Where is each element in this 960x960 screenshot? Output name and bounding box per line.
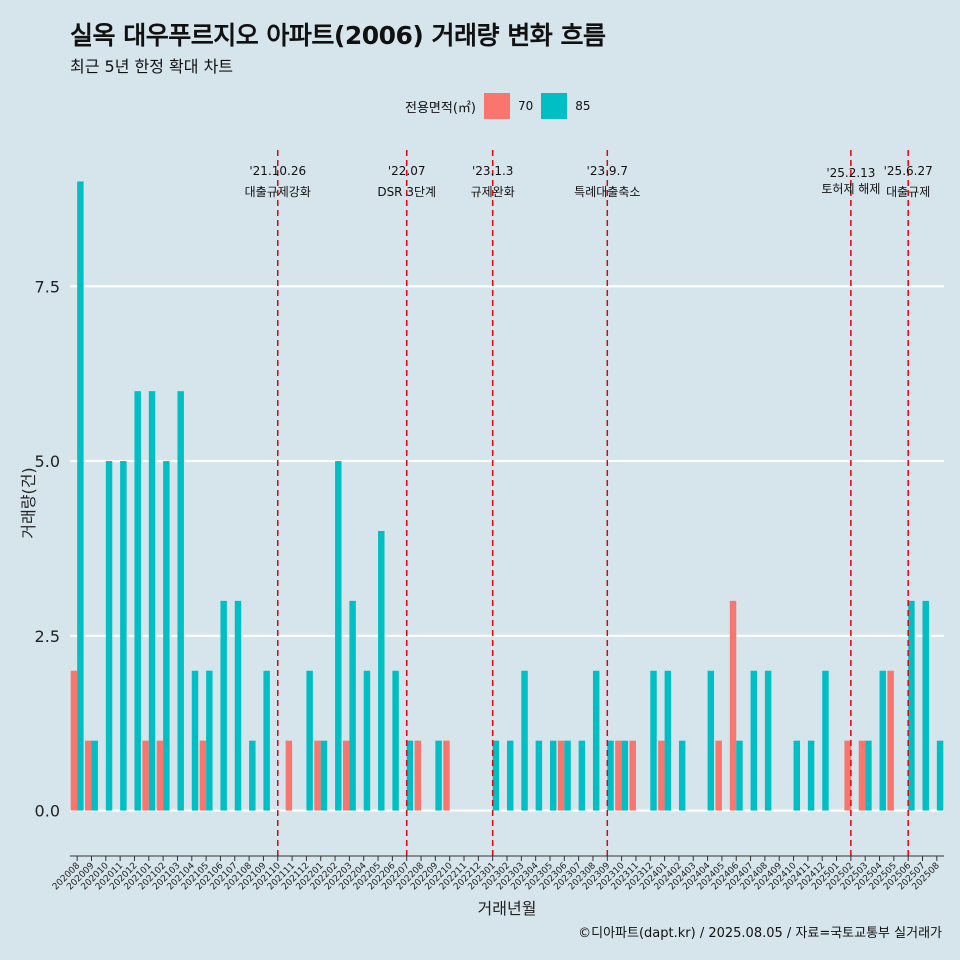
bar-85-202309 (607, 740, 614, 811)
bar-70-202111 (285, 740, 293, 811)
bar-85-202504 (879, 670, 886, 811)
event-label: 규제완화 (471, 185, 515, 199)
bar-85-202202 (335, 461, 342, 811)
y-tick-label: 5.0 (35, 452, 60, 471)
event-date: '23.1.3 (472, 164, 513, 178)
bar-70-202401 (658, 740, 665, 811)
bar-85-202012 (134, 391, 141, 811)
event-date: '25.2.13 (826, 166, 875, 180)
bar-85-202305 (549, 740, 557, 811)
bar-85-202308 (592, 670, 600, 811)
bar-85-202209 (435, 740, 442, 811)
bar-85-202010 (105, 461, 113, 811)
bar-85-202207 (406, 740, 414, 811)
bar-85-202206 (392, 670, 399, 811)
bar-85-202507 (922, 600, 929, 811)
bar-85-202407 (750, 670, 758, 811)
bar-70-202505 (887, 670, 894, 811)
bar-85-202312 (650, 670, 657, 811)
event-label: DSR 3단계 (377, 185, 436, 199)
y-tick-label: 7.5 (35, 277, 60, 296)
bar-85-202204 (363, 670, 371, 811)
bar-85-202107 (234, 600, 242, 811)
bar-85-202402 (678, 740, 686, 811)
bar-85-202508 (936, 740, 944, 811)
bar-85-202401 (664, 670, 672, 811)
bar-85-202009 (91, 740, 98, 811)
bar-85-202011 (120, 461, 127, 811)
legend: 전용면적(㎡) 70 85 (405, 93, 599, 119)
chart-subtitle: 최근 5년 한정 확대 차트 (70, 57, 234, 76)
bar-70-202203 (342, 740, 350, 811)
bar-85-202102 (163, 461, 170, 811)
bar-85-202301 (492, 740, 500, 811)
event-date: '22.07 (388, 164, 426, 178)
bar-70-202502 (844, 740, 851, 811)
event-date: '21.10.26 (249, 164, 306, 178)
legend-key-70 (483, 93, 510, 119)
event-label: 대출규제 (886, 185, 930, 199)
bar-85-202408 (764, 670, 772, 811)
bar-85-202201 (320, 740, 328, 811)
bar-70-202406 (729, 600, 737, 811)
bar-85-202103 (177, 391, 184, 811)
bar-70-202008 (70, 670, 78, 811)
bar-70-202405 (715, 740, 722, 811)
bar-85-202112 (306, 670, 313, 811)
y-axis-title: 거래량(건) (19, 467, 38, 538)
bar-70-202311 (629, 740, 636, 811)
bar-70-202201 (314, 740, 321, 811)
bar-85-202108 (249, 740, 256, 811)
bar-85-202205 (378, 530, 385, 811)
bar-85-202304 (535, 740, 543, 811)
bar-70-202310 (615, 740, 622, 811)
event-label: 대출규제강화 (245, 185, 311, 199)
bar-85-202203 (349, 600, 356, 811)
bar-70-202101 (142, 740, 149, 811)
event-date: '25.6.27 (884, 164, 933, 178)
bar-85-202503 (865, 740, 872, 811)
x-axis-title: 거래년월 (478, 899, 537, 918)
bar-85-202105 (206, 670, 213, 811)
bar-85-202406 (736, 740, 743, 811)
legend-title: 전용면적(㎡) (405, 100, 476, 116)
bar-85-202109 (263, 670, 270, 811)
bar-85-202302 (507, 740, 514, 811)
bar-85-202506 (908, 600, 915, 811)
bar-70-202503 (858, 740, 866, 811)
bar-85-202101 (148, 391, 156, 811)
bar-85-202106 (220, 600, 227, 811)
bar-85-202307 (578, 740, 586, 811)
bar-85-202412 (822, 670, 829, 811)
bar-70-202210 (443, 740, 450, 811)
legend-label-70: 70 (517, 99, 534, 113)
bar-85-202310 (621, 740, 629, 811)
bar-70-202208 (414, 740, 422, 811)
bar-85-202306 (564, 740, 571, 811)
bar-70-202105 (199, 740, 207, 811)
chart-title: 실옥 대우푸르지오 아파트(2006) 거래량 변화 흐름 (70, 21, 606, 50)
event-label: 특례대출축소 (574, 185, 640, 199)
event-label: 토허제 해제 (821, 182, 880, 196)
y-tick-label: 0.0 (35, 802, 60, 821)
bar-70-202102 (156, 740, 164, 811)
y-tick-label: 2.5 (35, 627, 60, 646)
bar-70-202306 (557, 740, 565, 811)
bar-85-202410 (793, 740, 801, 811)
source-caption: ©디아파트(dapt.kr) / 2025.08.05 / 자료=국토교통부 실… (578, 926, 942, 941)
legend-label-85: 85 (575, 99, 591, 113)
bar-85-202303 (521, 670, 528, 811)
legend-key-85 (541, 93, 568, 119)
bar-85-202404 (707, 670, 715, 811)
bar-85-202104 (191, 670, 199, 811)
bar-85-202008 (77, 181, 84, 811)
bar-70-202009 (85, 740, 92, 811)
event-date: '23.9.7 (587, 164, 628, 178)
bar-85-202411 (807, 740, 815, 811)
